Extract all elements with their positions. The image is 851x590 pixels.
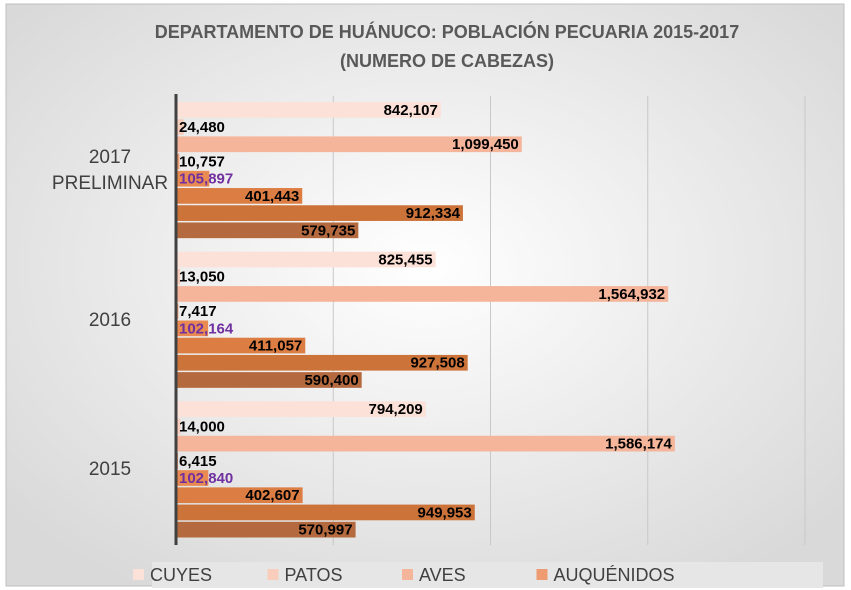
data-label: 105,897 [179, 171, 233, 188]
legend-label: AVES [419, 565, 466, 585]
data-label: 402,607 [245, 487, 299, 504]
data-label: 14,000 [179, 418, 225, 435]
bar [176, 337, 306, 354]
data-label: 1,564,932 [598, 286, 665, 303]
data-label: 590,400 [304, 372, 358, 389]
bar [176, 470, 209, 486]
data-label: 7,417 [179, 303, 217, 320]
bar [176, 354, 468, 371]
bar [176, 119, 184, 135]
bar [176, 102, 441, 118]
bar [176, 435, 675, 452]
data-label: 6,415 [179, 453, 217, 470]
data-label: 842,107 [384, 102, 438, 119]
data-label: 1,099,450 [452, 136, 519, 153]
data-label: 24,480 [179, 119, 225, 136]
data-label: 912,334 [406, 205, 461, 222]
bar [176, 136, 522, 153]
bar [176, 188, 303, 204]
bar [176, 170, 210, 187]
data-label: 13,050 [179, 269, 225, 286]
bar [176, 487, 303, 504]
bar [176, 320, 209, 337]
data-label: 579,735 [301, 222, 355, 239]
data-label: 570,997 [298, 522, 352, 539]
data-label: 1,586,174 [605, 436, 672, 453]
data-label: 927,508 [410, 355, 464, 372]
bar [176, 268, 181, 285]
chart-subtitle: (NUMERO DE CABEZAS) [340, 51, 554, 71]
legend-swatch [267, 569, 279, 580]
chart-title: DEPARTAMENTO DE HUÁNUCO: POBLACIÓN PECUA… [155, 21, 739, 42]
data-label: 10,757 [179, 153, 225, 170]
legend-label: PATOS [285, 565, 343, 585]
bar [176, 521, 356, 538]
legend-swatch [536, 569, 548, 580]
data-label: 949,953 [418, 504, 472, 521]
data-label: 825,455 [378, 251, 432, 268]
y-tick-label: 2016 [88, 309, 132, 331]
legend-label: CUYES [150, 565, 212, 585]
bar [176, 286, 669, 302]
y-tick-label: 2015 [88, 459, 132, 481]
bar [176, 222, 359, 239]
bar [176, 418, 181, 435]
data-label: 102,840 [179, 470, 233, 487]
legend-label: AUQUÉNIDOS [554, 565, 675, 585]
data-label: 794,209 [369, 401, 423, 418]
bar [176, 251, 436, 268]
bar [176, 401, 426, 418]
legend-swatch [133, 569, 144, 580]
legend-swatch [402, 569, 413, 580]
data-label: 102,164 [179, 320, 234, 337]
bar [176, 153, 180, 170]
data-label: 411,057 [249, 338, 302, 355]
data-label: 401,443 [245, 188, 299, 205]
bar [176, 372, 362, 388]
bar [176, 504, 475, 521]
legend-background [152, 562, 823, 588]
y-tick-label: 2017 PRELIMINAR [51, 146, 169, 194]
bar [176, 205, 463, 221]
